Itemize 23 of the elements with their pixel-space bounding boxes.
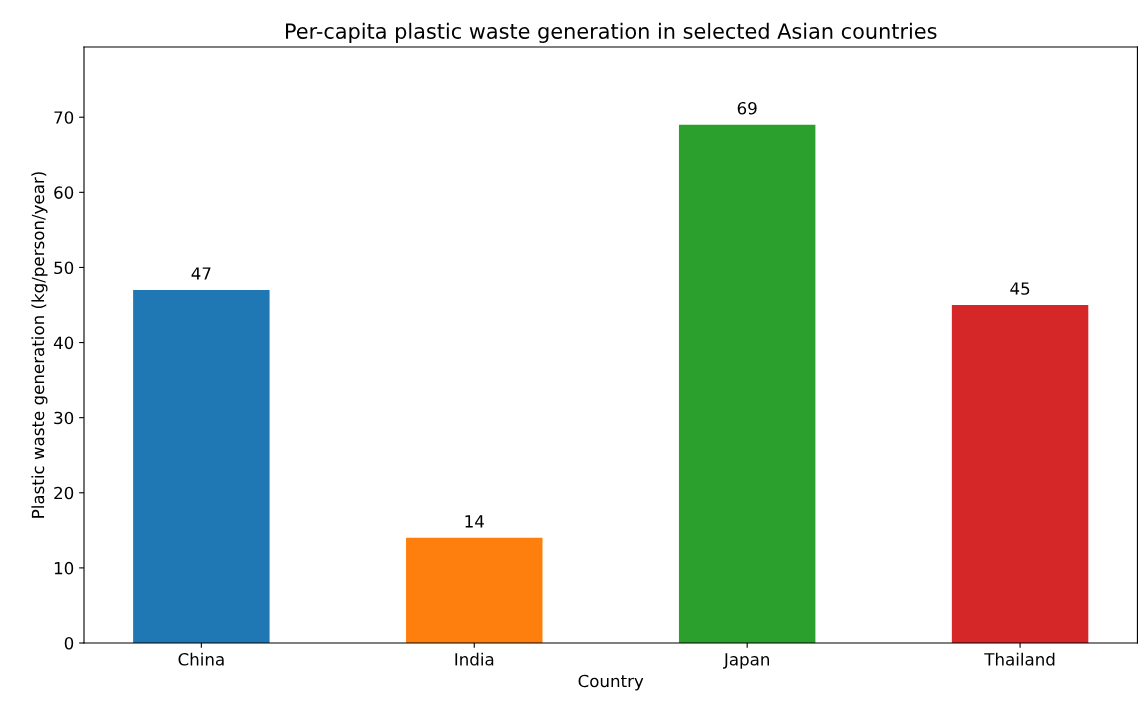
x-tick-label: Japan <box>723 653 769 669</box>
x-tick-label: China <box>178 652 224 666</box>
x-tick-label: Thailand <box>984 652 1055 666</box>
y-tick-label: 20 <box>54 486 74 500</box>
y-tick-label: 40 <box>53 336 74 350</box>
bar <box>678 124 816 643</box>
x-axis-title: Country <box>578 674 644 691</box>
bar <box>951 305 1089 643</box>
y-tick-label: 30 <box>54 411 74 425</box>
data-label: 47 <box>191 267 211 280</box>
data-label: 69 <box>737 101 757 115</box>
y-tick-label: 50 <box>54 261 74 275</box>
y-tick-label: 0 <box>64 636 74 650</box>
y-tick-label: 70 <box>54 111 74 124</box>
bar <box>406 537 543 643</box>
chart-title: Per-capita plastic waste generation in selected Asian countries <box>286 22 937 43</box>
y-tick-label: 10 <box>54 561 74 575</box>
data-label: 45 <box>1010 282 1030 295</box>
y-axis-title: Plastic waste generation (kg/person/year) <box>31 172 48 518</box>
data-label: 14 <box>465 515 484 528</box>
bar <box>133 289 270 643</box>
y-tick-label: 60 <box>54 186 74 199</box>
x-tick-label: India <box>455 652 494 666</box>
